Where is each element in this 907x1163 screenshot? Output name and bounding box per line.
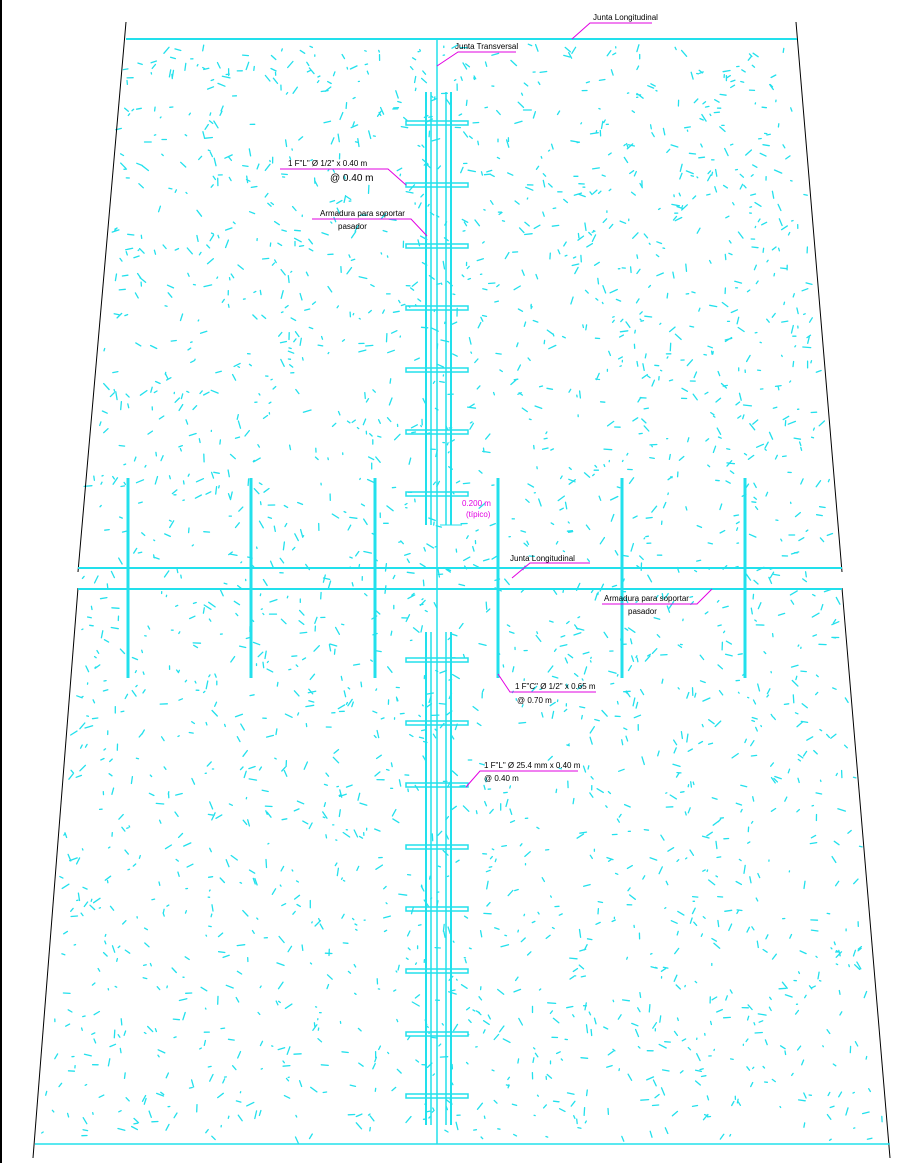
- dowel-bar: [405, 844, 469, 850]
- leader-armadura-top: [312, 218, 428, 237]
- slab-left-edge-lower: [32, 587, 79, 1159]
- dowel-bar: [405, 657, 469, 663]
- label-junta-longitudinal-mid: Junta Longitudinal: [510, 554, 575, 563]
- label-tie-bar-line1: 1 F"C" Ø 1/2" x 0.65 m: [515, 682, 596, 691]
- label-armadura-top-line1: Armadura para soportar: [320, 209, 405, 218]
- leader-dowel-top: [280, 168, 407, 186]
- joints: [35, 38, 890, 1145]
- dowel-bar: [405, 120, 469, 126]
- dowel-assembly: [405, 92, 469, 1125]
- label-dowel-bottom-line1: 1 F"L" Ø 25.4 mm x 0.40 m: [484, 761, 581, 770]
- hatch-strokes: [41, 43, 883, 1145]
- leader-dowel-bottom: [465, 770, 578, 788]
- label-armadura-right-line2: pasador: [628, 607, 657, 616]
- dowel-bar: [405, 906, 469, 912]
- tie-bars: [126, 478, 747, 678]
- label-dimension-note: (típico): [466, 510, 491, 519]
- label-junta-transversal: Junta Transversal: [455, 42, 518, 51]
- leader-junta-longitudinal-top: [571, 22, 652, 40]
- label-armadura-right-line1: Armadura para soportar: [604, 594, 689, 603]
- leader-tie-bar: [497, 673, 596, 693]
- label-dowel-bottom-line2: @ 0.40 m: [484, 774, 519, 783]
- label-junta-longitudinal-top: Junta Longitudinal: [593, 13, 658, 22]
- slab-left-edge-upper: [77, 21, 127, 573]
- leader-junta-transversal: [436, 51, 516, 67]
- dowel-bar: [405, 968, 469, 974]
- label-dimension-value: 0.200 m: [462, 499, 491, 508]
- dowel-bar: [405, 305, 469, 311]
- dowel-bar: [405, 429, 469, 435]
- dowel-bar: [405, 1031, 469, 1037]
- slab-right-edge-lower: [841, 587, 891, 1159]
- slab-right-edge-upper: [795, 21, 843, 573]
- dowel-bar: [405, 1093, 469, 1099]
- concrete-hatch-pattern: [41, 43, 883, 1145]
- dowel-bar: [405, 491, 469, 497]
- annotations: Junta Longitudinal Junta Transversal 1 F…: [280, 13, 713, 788]
- dowel-bar: [405, 720, 469, 726]
- label-armadura-top-line2: pasador: [338, 222, 367, 231]
- leader-armadura-right: [602, 588, 713, 605]
- leader-junta-longitudinal-mid: [511, 562, 590, 579]
- label-tie-bar-line2: @ 0.70 m: [517, 696, 552, 705]
- label-dowel-top-line2: @ 0.40 m: [330, 173, 374, 184]
- dowel-bar: [405, 367, 469, 373]
- label-dowel-top-line1: 1 F"L" Ø 1/2" x 0.40 m: [288, 159, 368, 168]
- dowel-bar: [405, 243, 469, 249]
